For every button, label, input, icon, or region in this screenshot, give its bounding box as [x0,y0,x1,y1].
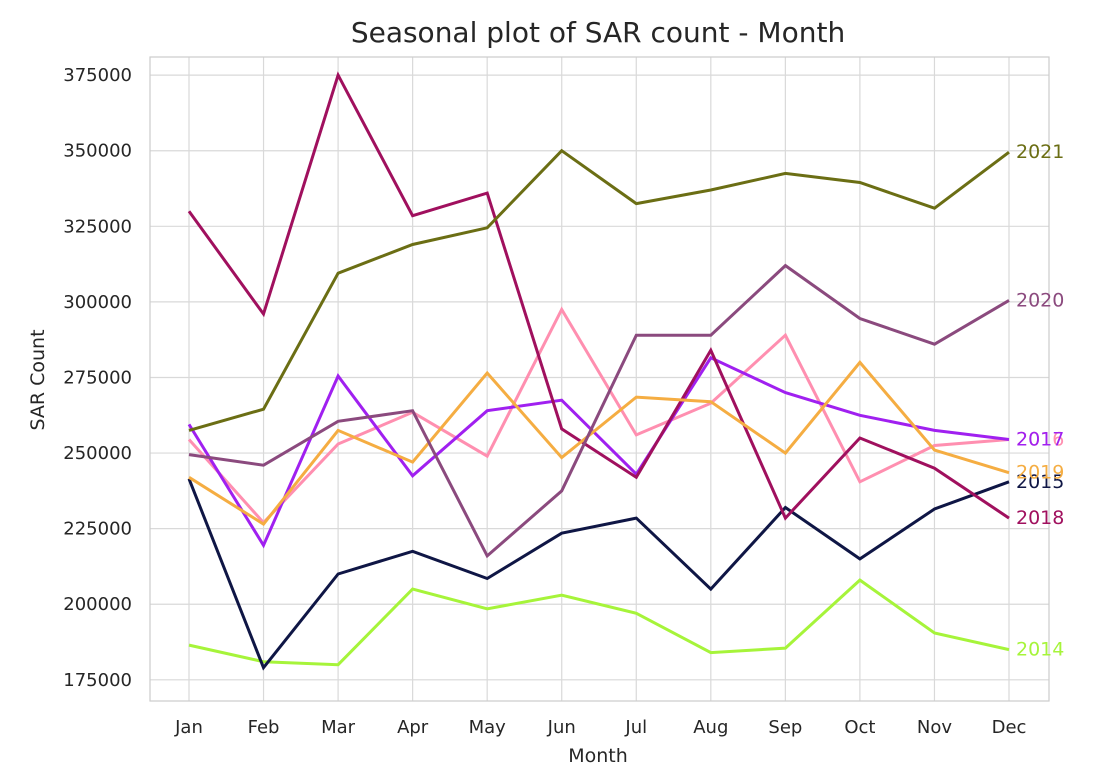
series-end-label-2020: 2020 [1016,289,1064,311]
x-axis-label: Month [568,745,628,767]
series-end-label-2014: 2014 [1016,639,1064,661]
x-tick-label: Feb [248,717,280,738]
series-end-label-2019: 2019 [1016,462,1064,484]
x-tick-label: Mar [321,717,356,738]
series-end-label-2016: 2016 [1016,428,1064,450]
series-line-2019 [188,360,1010,527]
series-line-2016 [187,306,1010,525]
x-tick-label: Dec [992,717,1027,738]
y-tick-label: 275000 [63,367,132,388]
y-tick-label: 325000 [63,216,132,237]
series-end-label-2018: 2018 [1016,507,1064,529]
y-tick-label: 175000 [63,670,132,691]
y-axis-label: SAR Count [27,329,49,430]
chart-title: Seasonal plot of SAR count - Month [351,16,845,49]
x-tick-label: Nov [917,717,952,738]
series-line-2021 [188,148,1010,432]
y-tick-label: 200000 [63,594,132,615]
x-tick-label: May [469,717,507,738]
y-tick-label: 375000 [63,65,132,86]
x-tick-label: Oct [844,717,875,738]
series-line-2020 [188,263,1010,559]
series-end-label-2015: 2015 [1016,471,1064,493]
x-tick-label: Sep [768,717,802,738]
series-end-label-2017: 2017 [1016,428,1064,450]
y-tick-label: 350000 [63,141,132,162]
x-tick-label: Apr [397,717,429,738]
series-lines [187,71,1010,671]
y-tick-label: 300000 [63,292,132,313]
series-end-label-2021: 2021 [1016,141,1064,163]
series-line-2015 [187,478,1010,671]
y-tick-labels: 175000 200000 225000 250000 275000 300000 3250… [63,65,132,691]
y-tick-label: 225000 [63,519,132,540]
series-line-2017 [187,355,1010,549]
x-tick-label: Jul [624,717,647,738]
y-tick-label: 250000 [63,443,132,464]
x-tick-labels: Jan Feb Mar Apr May Jun Jul Aug Sep Oct Nov Dec [174,717,1026,738]
x-tick-label: Aug [693,717,728,738]
x-tick-label: Jun [547,717,576,738]
plot-frame [149,56,1050,702]
series-line-2018 [187,71,1010,521]
x-tick-label: Jan [174,717,203,738]
series-line-2014 [188,578,1010,667]
